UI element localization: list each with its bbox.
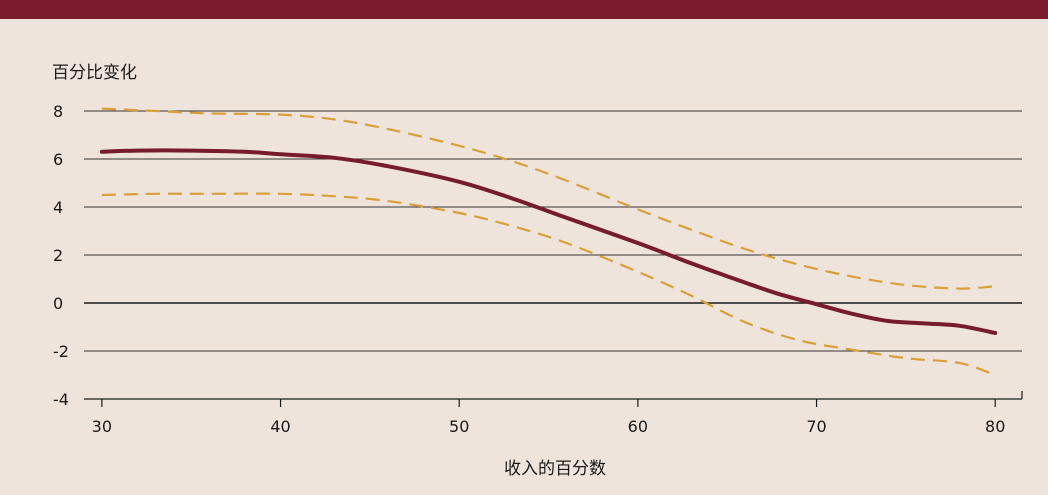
x-axis: 30 40 50 60 70 80: [84, 391, 1023, 436]
y-axis-title: 百分比变化: [52, 63, 137, 83]
y-tick-label-6: -4: [53, 390, 69, 409]
y-tick-label-2: 4: [53, 198, 63, 217]
y-tick-label-3: 2: [53, 246, 63, 265]
y-tick-labels: 8 6 4 2 0 -2 -4: [53, 102, 69, 409]
series-line-upper-bound: [101, 107, 996, 290]
grid-lines: [84, 110, 1022, 352]
x-tick-label-1: 40: [270, 417, 290, 436]
x-tick-label-0: 30: [92, 417, 112, 436]
x-tick-label-2: 50: [449, 417, 469, 436]
x-tick-label-3: 60: [628, 417, 648, 436]
y-tick-label-0: 8: [53, 102, 63, 121]
x-tick-label-5: 80: [985, 417, 1005, 436]
series-line-lower-bound: [101, 192, 996, 377]
series-lines: [99, 107, 998, 377]
y-tick-label-1: 6: [53, 150, 63, 169]
x-tick-label-4: 70: [806, 417, 826, 436]
y-tick-label-4: 0: [53, 294, 63, 313]
x-axis-title: 收入的百分数: [504, 459, 606, 479]
y-tick-label-5: -2: [53, 342, 69, 361]
series-line-estimate: [99, 148, 998, 335]
header-band: [0, 0, 1048, 19]
